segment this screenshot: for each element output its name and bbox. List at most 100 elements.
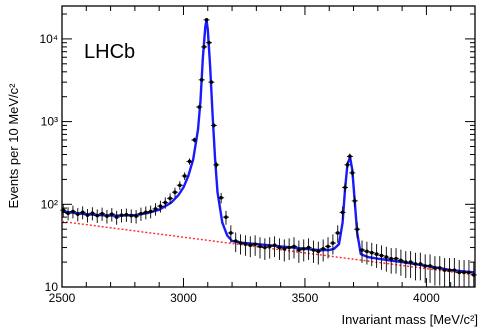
data-point — [368, 242, 375, 267]
data-point — [342, 183, 349, 193]
data-point — [157, 200, 164, 213]
data-point — [407, 251, 414, 279]
data-point — [213, 161, 220, 169]
data-point — [281, 239, 288, 262]
y-tick-label: 10⁴ — [39, 32, 58, 46]
data-point-marker — [238, 241, 243, 245]
data-point-marker — [360, 248, 364, 252]
data-point — [397, 249, 404, 276]
data-point-marker — [437, 266, 442, 270]
plot-frame — [61, 5, 476, 288]
data-point — [218, 192, 225, 204]
data-point-marker — [399, 258, 403, 263]
data-point-marker — [182, 174, 187, 178]
data-point-marker — [110, 212, 114, 216]
data-point-marker — [408, 260, 413, 264]
data-point-marker — [168, 196, 172, 201]
data-point — [222, 210, 229, 225]
data-point-marker — [153, 207, 158, 211]
data-point — [446, 258, 453, 287]
data-point — [276, 238, 283, 260]
data-point — [329, 234, 336, 255]
data-point-marker — [263, 245, 267, 250]
data-point-marker — [418, 262, 423, 266]
data-point-marker — [100, 211, 104, 216]
data-point-marker — [173, 190, 177, 195]
data-point-marker — [243, 242, 248, 246]
data-point-marker — [204, 18, 209, 22]
data-point — [305, 238, 312, 260]
data-point — [181, 172, 188, 181]
data-point-marker — [413, 262, 418, 266]
data-point — [133, 209, 140, 224]
data-point-marker — [374, 252, 379, 256]
data-point — [295, 240, 302, 263]
data-point-marker — [335, 231, 340, 235]
data-point-marker — [66, 211, 70, 216]
data-point-marker — [321, 246, 325, 251]
data-point — [205, 40, 212, 45]
data-point-marker — [355, 227, 359, 231]
data-point-marker — [311, 248, 316, 252]
data-point-marker — [124, 212, 129, 217]
data-point-marker — [423, 264, 427, 268]
data-point — [354, 221, 361, 239]
data-point — [334, 225, 341, 243]
data-point — [470, 262, 477, 287]
data-point — [94, 209, 101, 224]
data-point — [84, 208, 91, 223]
data-point-marker — [253, 242, 257, 246]
data-point — [320, 239, 327, 262]
background-fit-line — [61, 220, 476, 276]
data-point-marker — [129, 213, 134, 218]
data-point — [300, 239, 307, 262]
data-point — [167, 193, 174, 205]
data-point — [393, 248, 400, 274]
x-tick-label: 3000 — [170, 291, 197, 305]
data-point-marker — [229, 231, 233, 235]
data-point-marker — [348, 154, 352, 159]
data-point — [203, 18, 210, 22]
data-point — [232, 232, 239, 253]
data-point-marker — [365, 249, 369, 254]
data-point — [315, 241, 322, 265]
data-point — [196, 105, 203, 109]
data-point — [201, 45, 208, 49]
data-point-marker — [369, 250, 374, 255]
data-point-marker — [197, 105, 202, 109]
chart-marks — [60, 18, 477, 287]
data-point — [451, 258, 458, 287]
data-point-marker — [267, 244, 272, 249]
data-point-marker — [287, 245, 291, 250]
data-point-marker — [467, 270, 471, 275]
data-point — [103, 209, 110, 224]
data-point — [349, 169, 356, 177]
data-point — [417, 252, 424, 281]
data-point-marker — [433, 266, 437, 270]
data-point-marker — [452, 268, 457, 272]
chart-annotation: LHCb — [84, 41, 135, 63]
y-axis-title: Events per 10 MeV/c² — [6, 83, 21, 209]
data-point-marker — [90, 211, 95, 216]
data-point-marker — [178, 183, 182, 188]
data-point-marker — [105, 214, 109, 218]
data-point-marker — [352, 199, 357, 203]
data-point-marker — [75, 212, 80, 216]
data-point-marker — [277, 245, 282, 250]
y-tick-label: 10 — [45, 280, 59, 294]
data-point — [79, 206, 86, 220]
data-point — [176, 181, 183, 190]
data-point-marker — [301, 246, 306, 251]
data-point-marker — [95, 213, 100, 218]
data-point-marker — [219, 195, 223, 200]
x-tick-label: 3500 — [292, 291, 319, 305]
data-point-marker — [316, 249, 321, 254]
data-point-marker — [139, 211, 143, 216]
data-point-marker — [331, 241, 335, 245]
data-point-marker — [192, 138, 197, 142]
data-point — [427, 254, 434, 283]
data-point-marker — [379, 253, 384, 258]
data-point-marker — [158, 204, 163, 208]
data-point-marker — [85, 213, 90, 217]
data-point-marker — [114, 215, 119, 219]
